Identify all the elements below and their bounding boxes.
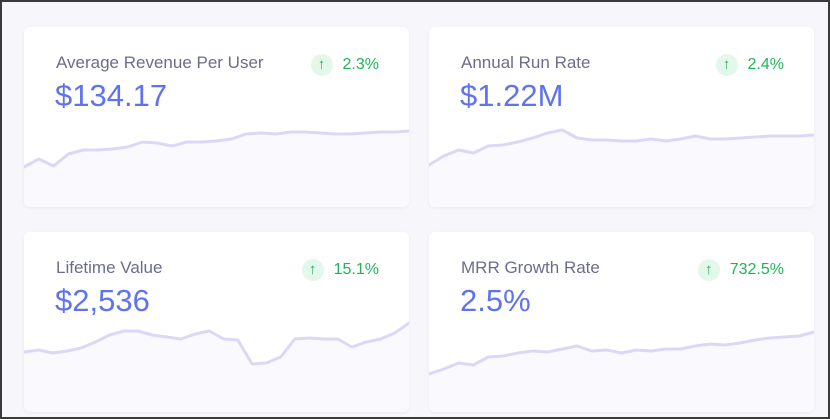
- metric-change-value: 2.4%: [747, 56, 784, 73]
- metric-value: $2,536: [55, 283, 150, 318]
- metric-change: ↑ 15.1%: [301, 259, 379, 281]
- sparkline-area: [24, 323, 409, 412]
- sparkline-chart: [24, 321, 409, 412]
- metric-card-mrr-growth[interactable]: MRR Growth Rate ↑ 732.5% 2.5%: [429, 232, 814, 412]
- metric-card-arpu[interactable]: Average Revenue Per User ↑ 2.3% $134.17: [24, 27, 409, 207]
- metric-change-value: 2.3%: [342, 56, 379, 73]
- metric-card-arr[interactable]: Annual Run Rate ↑ 2.4% $1.22M: [429, 27, 814, 207]
- metric-value: $134.17: [55, 78, 168, 113]
- metric-change: ↑ 2.4%: [715, 54, 784, 76]
- metric-title: Average Revenue Per User: [56, 53, 264, 72]
- sparkline-chart: [24, 129, 409, 207]
- arrow-up-icon: ↑: [310, 54, 333, 76]
- metric-value: 2.5%: [460, 283, 531, 318]
- sparkline-line: [429, 128, 814, 167]
- metric-title: Annual Run Rate: [461, 53, 591, 72]
- sparkline-chart: [429, 330, 814, 412]
- metric-card-ltv[interactable]: Lifetime Value ↑ 15.1% $2,536: [24, 232, 409, 412]
- sparkline-line: [429, 330, 814, 376]
- arrow-up-icon: ↑: [697, 259, 720, 281]
- sparkline-area: [429, 130, 814, 207]
- sparkline-line: [24, 321, 409, 366]
- metric-change: ↑ 732.5%: [697, 259, 784, 281]
- metric-value: $1.22M: [460, 78, 564, 113]
- metric-title: Lifetime Value: [56, 258, 163, 277]
- metric-title: MRR Growth Rate: [461, 258, 600, 277]
- sparkline-area: [429, 332, 814, 412]
- sparkline-line: [24, 129, 409, 169]
- sparkline-area: [24, 131, 409, 207]
- metric-change-value: 15.1%: [333, 261, 379, 278]
- arrow-up-icon: ↑: [715, 54, 738, 76]
- metric-change-value: 732.5%: [729, 261, 784, 278]
- arrow-up-icon: ↑: [301, 259, 324, 281]
- sparkline-chart: [429, 128, 814, 207]
- metric-change: ↑ 2.3%: [310, 54, 379, 76]
